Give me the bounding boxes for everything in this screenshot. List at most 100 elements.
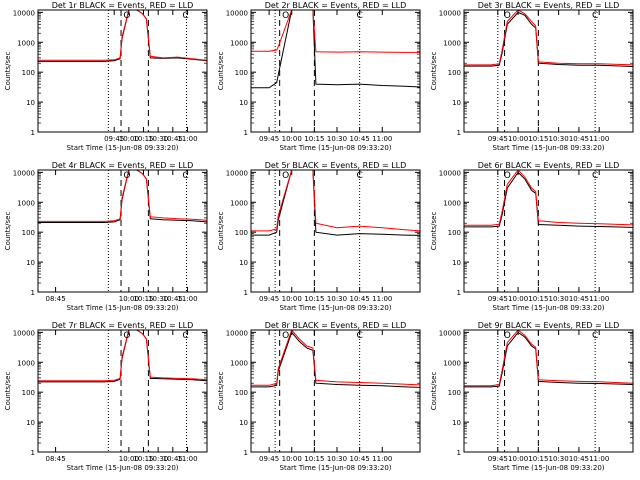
x-tick-label: 10:15 (133, 135, 153, 143)
y-axis-label: Counts/sec (217, 212, 225, 251)
x-axis-label: Start Time (15-Jun-08 09:33:20) (280, 144, 392, 152)
marker-c: C (592, 331, 598, 341)
y-tick-label: 1000 (230, 39, 248, 47)
y-tick-label: 1000 (443, 199, 461, 207)
y-tick-label: 100 (22, 69, 35, 77)
x-tick-label: 10:30 (327, 455, 347, 463)
panel-title: Det 2r BLACK = Events, RED = LLD (265, 1, 407, 10)
x-tick-label: 09:45 (488, 295, 508, 303)
y-tick-label: 10000 (13, 329, 35, 337)
y-tick-label: 10000 (13, 169, 35, 177)
marker-o: O (282, 171, 289, 181)
x-tick-label: 11:00 (177, 135, 197, 143)
plot-frame (250, 9, 421, 133)
y-tick-label: 10000 (439, 329, 461, 337)
x-tick-label: 10:00 (508, 135, 528, 143)
marker-c: C (592, 11, 598, 21)
y-tick-label: 1 (31, 289, 35, 297)
detector-panel: 1 10 100 1000 10000 08:45 10:0010:1510:3010:45… (4, 161, 208, 312)
y-tick-label: 1000 (443, 39, 461, 47)
y-axis-label: Counts/sec (4, 212, 12, 251)
series-line-lld (464, 10, 633, 66)
x-tick-label: 09:45 (488, 455, 508, 463)
panel-title: Det 7r BLACK = Events, RED = LLD (52, 321, 194, 330)
plot-frame (463, 329, 634, 453)
x-tick-label: 10:45 (569, 295, 589, 303)
panel-title: Det 5r BLACK = Events, RED = LLD (265, 161, 407, 170)
x-tick-label: 11:00 (589, 455, 609, 463)
y-tick-label: 1 (31, 129, 35, 137)
x-axis-label: Start Time (15-Jun-08 09:33:20) (67, 144, 179, 152)
series-group (38, 330, 207, 383)
y-tick-label: 100 (235, 389, 248, 397)
y-tick-label: 10 (26, 259, 35, 267)
x-tick-label: 10:45 (569, 455, 589, 463)
x-tick-label: 08:45 (45, 455, 65, 463)
y-tick-label: 100 (235, 69, 248, 77)
x-tick-label: 10:30 (148, 135, 168, 143)
marker-c: C (182, 11, 188, 21)
x-tick-label: 10:00 (508, 455, 528, 463)
x-tick-label: 09:45 (488, 135, 508, 143)
x-tick-label: 10:00 (282, 135, 302, 143)
x-tick-label: 10:15 (304, 135, 324, 143)
x-tick-label: 10:45 (163, 295, 183, 303)
y-axis-label: Counts/sec (217, 372, 225, 411)
y-tick-label: 100 (22, 389, 35, 397)
series-line-events (464, 171, 633, 228)
series-line-lld (38, 330, 207, 382)
series-line-events (251, 331, 420, 388)
marker-o: O (123, 11, 130, 21)
series-line-events (464, 331, 633, 388)
x-axis-label: Start Time (15-Jun-08 09:33:20) (493, 464, 605, 472)
series-group (464, 170, 633, 228)
y-tick-label: 100 (448, 389, 461, 397)
y-tick-label: 1 (457, 289, 461, 297)
y-tick-label: 10 (452, 259, 461, 267)
y-axis-label: Counts/sec (430, 372, 438, 411)
y-tick-label: 1 (244, 289, 248, 297)
x-tick-label: 09:45 (259, 455, 279, 463)
x-tick-label: 10:00 (119, 295, 139, 303)
reference-lines (497, 330, 596, 452)
x-axis-label: Start Time (15-Jun-08 09:33:20) (280, 464, 392, 472)
marker-o: O (123, 171, 130, 181)
x-tick-label: 11:00 (589, 295, 609, 303)
x-tick-label: 10:15 (133, 455, 153, 463)
x-tick-label: 10:15 (304, 455, 324, 463)
marker-c: C (182, 331, 188, 341)
series-group (251, 10, 420, 89)
y-tick-label: 1000 (17, 359, 35, 367)
y-tick-label: 10 (26, 99, 35, 107)
series-group (464, 330, 633, 388)
series-line-lld (251, 10, 420, 53)
x-tick-label: 10:15 (528, 455, 548, 463)
panel-title: Det 1r BLACK = Events, RED = LLD (52, 1, 194, 10)
y-tick-label: 10 (452, 99, 461, 107)
y-tick-label: 1 (457, 449, 461, 457)
series-line-lld (464, 170, 633, 226)
x-axis-label: Start Time (15-Jun-08 09:33:20) (67, 304, 179, 312)
x-tick-label: 10:00 (508, 295, 528, 303)
y-tick-label: 1000 (443, 359, 461, 367)
x-tick-label: 10:15 (133, 295, 153, 303)
marker-o: O (504, 171, 511, 181)
series-line-events (251, 10, 420, 89)
x-tick-label: 11:00 (589, 135, 609, 143)
y-tick-label: 1 (244, 129, 248, 137)
marker-o: O (282, 11, 289, 21)
x-tick-label: 10:00 (282, 295, 302, 303)
marker-c: C (182, 171, 188, 181)
reference-lines (107, 330, 187, 452)
y-axis-label: Counts/sec (430, 52, 438, 91)
y-tick-label: 1000 (230, 199, 248, 207)
reference-lines (497, 10, 596, 132)
x-tick-label: 10:00 (119, 455, 139, 463)
series-line-lld (251, 170, 420, 232)
marker-c: C (356, 11, 362, 21)
series-line-lld (38, 170, 207, 222)
